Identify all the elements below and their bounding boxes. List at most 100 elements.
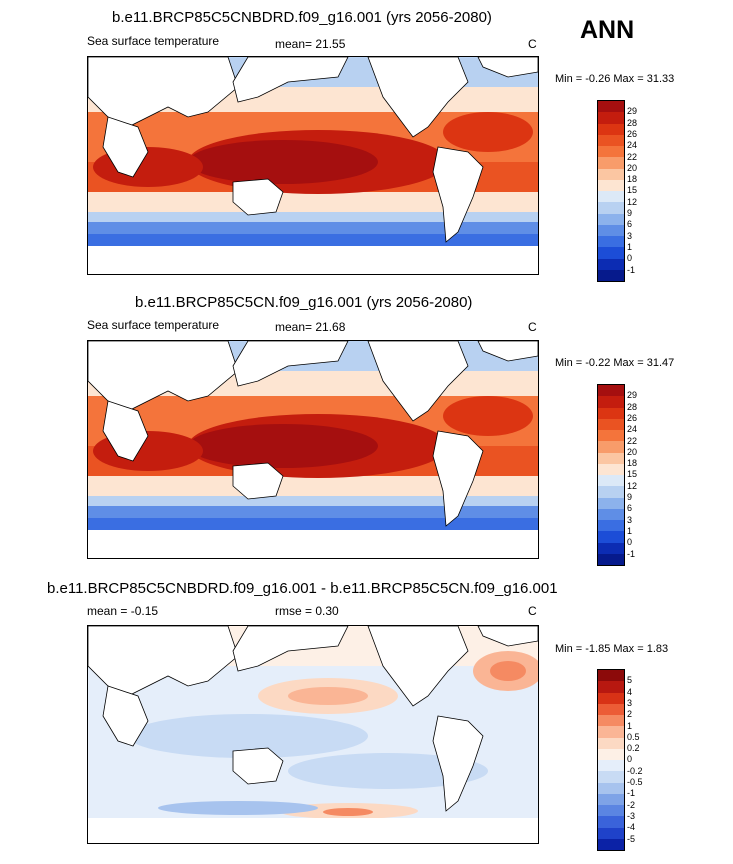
- panel3-title: b.e11.BRCP85C5CNBDRD.f09_g16.001 - b.e11…: [47, 580, 558, 597]
- panel2-colorbar-tick: 0: [627, 537, 633, 548]
- panel2-colorbar: [597, 384, 625, 566]
- panel3-colorbar-tick: 0.5: [627, 731, 640, 742]
- panel2-title: b.e11.BRCP85C5CN.f09_g16.001 (yrs 2056-2…: [135, 294, 473, 311]
- panel1-map-svg: [88, 57, 538, 274]
- panel2-colorbar-tick: -1: [627, 548, 636, 559]
- panel1-colorbar-tick: 0: [627, 253, 633, 264]
- panel3-colorbar-swatch: [598, 748, 624, 760]
- panel1-colorbar-tick: 15: [627, 185, 638, 196]
- panel2-colorbar-tick: 3: [627, 514, 633, 525]
- panel2-colorbar-swatch: [598, 396, 624, 408]
- panel3-colorbar-tick: -0.2: [627, 765, 643, 776]
- panel1-colorbar-tick: 24: [627, 140, 638, 151]
- panel2-colorbar-tick: 20: [627, 446, 638, 457]
- panel2-colorbar-swatch: [598, 430, 624, 442]
- season-label: ANN: [580, 16, 635, 44]
- panel3-colorbar-tick: 0: [627, 754, 633, 765]
- panel2-variable-label: Sea surface temperature: [87, 318, 220, 332]
- panel1-colorbar-swatch: [598, 123, 624, 135]
- panel2-colorbar-swatch: [598, 418, 624, 430]
- panel3-colorbar-swatch: [598, 827, 624, 839]
- panel3-colorbar-swatch: [598, 681, 624, 693]
- panel3-colorbar-swatch: [598, 703, 624, 715]
- panel3-colorbar-swatch: [598, 838, 624, 850]
- panel1-variable-label: Sea surface temperature: [87, 34, 220, 48]
- panel3-rmse-label: rmse = 0.30: [275, 604, 339, 618]
- panel2-colorbar-swatch: [598, 463, 624, 475]
- panel1-colorbar-tick: 18: [627, 174, 638, 185]
- panel3-colorbar-tick: 4: [627, 686, 633, 697]
- panel2-colorbar-tick: 24: [627, 424, 638, 435]
- panel1-minmax-label: Min = -0.26 Max = 31.33: [555, 73, 675, 85]
- panel1-colorbar-tick: 3: [627, 230, 633, 241]
- panel3-colorbar-tick: 5: [627, 675, 633, 686]
- panel2-colorbar-tick: 28: [627, 401, 638, 412]
- panel2-map: [87, 340, 539, 559]
- panel3-mean-label: mean = -0.15: [87, 604, 159, 618]
- panel2-colorbar-swatch: [598, 553, 624, 565]
- panel3-colorbar: [597, 669, 625, 851]
- panel1-colorbar-swatch: [598, 269, 624, 281]
- panel1-colorbar: [597, 100, 625, 282]
- panel3-colorbar-tick: -4: [627, 822, 636, 833]
- panel1-colorbar-tick: 29: [627, 106, 638, 117]
- panel1-colorbar-swatch: [598, 134, 624, 146]
- panel1-colorbar-swatch: [598, 146, 624, 158]
- panel3-colorbar-swatch: [598, 737, 624, 749]
- panel3-colorbar-ticks: 5 4 3 2 1 0.5 0.2 0 -0.2 -0.5 -1 -2 -3 -…: [627, 669, 657, 851]
- panel2-units-label: C: [528, 320, 537, 334]
- panel1-colorbar-swatch: [598, 157, 624, 169]
- panel1-colorbar-tick: 28: [627, 117, 638, 128]
- panel2-map-svg: [88, 341, 538, 558]
- panel2-colorbar-swatch: [598, 508, 624, 520]
- panel3-colorbar-tick: -3: [627, 810, 636, 821]
- panel3-colorbar-swatch: [598, 782, 624, 794]
- panel3-colorbar-tick: 2: [627, 709, 633, 720]
- panel3-colorbar-swatch: [598, 670, 624, 682]
- panel1-units-label: C: [528, 37, 537, 51]
- panel3-map-svg: [88, 626, 538, 843]
- panel1-colorbar-swatch: [598, 101, 624, 113]
- panel1-colorbar-swatch: [598, 202, 624, 214]
- panel2-colorbar-swatch: [598, 486, 624, 498]
- panel2-colorbar-swatch: [598, 497, 624, 509]
- panel1-colorbar-ticks: 29 28 26 24 22 20 18 15 12 9 6 3 1 0 -1: [627, 100, 657, 282]
- panel2-minmax-label: Min = -0.22 Max = 31.47: [555, 357, 675, 369]
- panel3-colorbar-swatch: [598, 726, 624, 738]
- panel2-colorbar-swatch: [598, 475, 624, 487]
- panel2-colorbar-swatch: [598, 407, 624, 419]
- panel2-colorbar-swatch: [598, 441, 624, 453]
- panel2-colorbar-tick: 18: [627, 458, 638, 469]
- panel2-mean-label: mean= 21.68: [275, 320, 346, 334]
- panel3-colorbar-tick: 3: [627, 697, 633, 708]
- panel1-colorbar-tick: 1: [627, 241, 633, 252]
- panel1-colorbar-tick: 20: [627, 162, 638, 173]
- panel1-colorbar-swatch: [598, 236, 624, 248]
- panel2-colorbar-tick: 12: [627, 480, 638, 491]
- panel2-colorbar-swatch: [598, 531, 624, 543]
- panel3-minmax-label: Min = -1.85 Max = 1.83: [555, 643, 669, 655]
- panel2-colorbar-swatch: [598, 520, 624, 532]
- panel2-colorbar-tick: 26: [627, 412, 638, 423]
- panel3-colorbar-tick: -2: [627, 799, 636, 810]
- panel2-colorbar-tick: 29: [627, 390, 638, 401]
- panel3-colorbar-tick: 0.2: [627, 743, 640, 754]
- panel2-colorbar-swatch: [598, 452, 624, 464]
- panel2-colorbar-tick: 22: [627, 435, 638, 446]
- panel3-colorbar-tick: -1: [627, 788, 636, 799]
- panel1-colorbar-swatch: [598, 213, 624, 225]
- panel3-colorbar-tick: -0.5: [627, 777, 643, 787]
- panel1-colorbar-swatch: [598, 224, 624, 236]
- panel3-colorbar-swatch: [598, 805, 624, 817]
- panel2-colorbar-swatch: [598, 542, 624, 554]
- panel1-colorbar-tick: 6: [627, 219, 633, 230]
- panel3-colorbar-swatch: [598, 760, 624, 772]
- panel3-colorbar-swatch: [598, 793, 624, 805]
- panel3-colorbar-swatch: [598, 816, 624, 828]
- panel3-colorbar-swatch: [598, 692, 624, 704]
- panel3-colorbar-swatch: [598, 715, 624, 727]
- panel1-colorbar-swatch: [598, 179, 624, 191]
- panel2-colorbar-swatch: [598, 385, 624, 397]
- panel1-mean-label: mean= 21.55: [275, 37, 346, 51]
- panel1-colorbar-tick: 9: [627, 208, 633, 218]
